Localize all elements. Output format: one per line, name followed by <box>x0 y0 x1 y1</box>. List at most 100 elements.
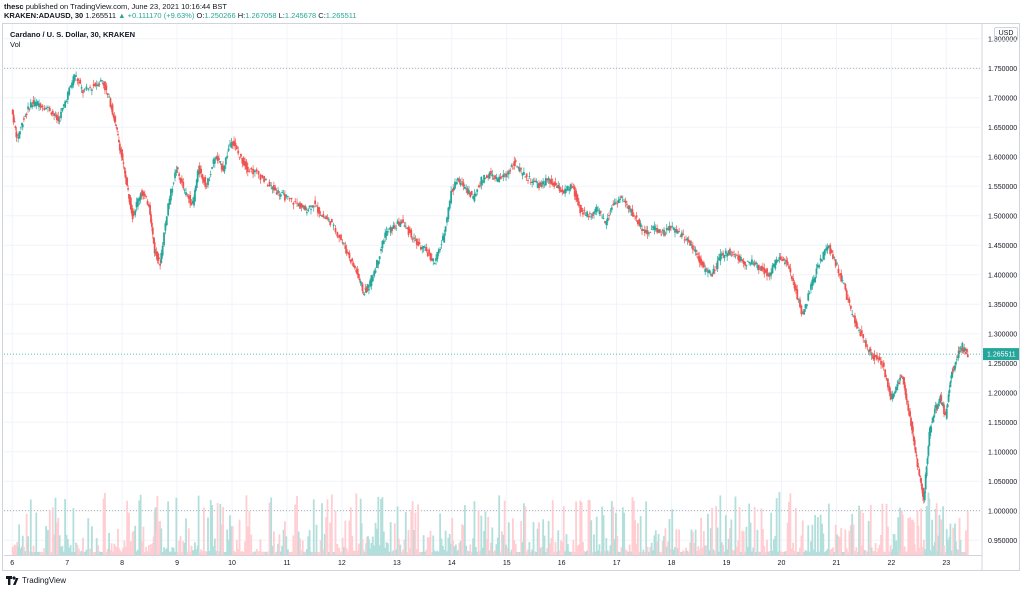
volume-bar <box>17 546 20 555</box>
volume-bar <box>83 551 86 555</box>
volume-bar <box>800 535 803 555</box>
candle-body <box>157 253 160 261</box>
volume-bar <box>933 548 935 555</box>
candle-body <box>660 234 663 236</box>
volume-bar <box>430 551 433 555</box>
volume-bar <box>797 551 800 555</box>
candle-body <box>694 249 697 253</box>
candle-body <box>658 229 661 233</box>
candle-body <box>847 298 849 300</box>
candle-body <box>382 240 385 245</box>
candle-body <box>742 260 745 264</box>
volume-bar <box>263 551 265 555</box>
candle-body <box>708 270 711 274</box>
candle-body <box>125 177 128 185</box>
candle-body <box>907 403 910 411</box>
candle-body <box>965 352 967 355</box>
candle-body <box>888 386 891 392</box>
volume-bar <box>231 526 234 555</box>
candle-body <box>731 251 734 253</box>
candle-body <box>549 179 551 184</box>
volume-bar <box>606 550 609 555</box>
candle-body <box>176 167 179 170</box>
volume-bar <box>786 522 789 555</box>
volume-bar <box>837 536 840 555</box>
candle-body <box>724 250 727 254</box>
volume-bar <box>248 511 251 555</box>
candle-body <box>264 178 267 181</box>
candle-body <box>612 204 615 206</box>
volume-bar <box>492 551 495 555</box>
candle-body <box>610 207 613 210</box>
volume-bar <box>60 546 62 555</box>
volume-bar <box>566 544 569 555</box>
volume-bar <box>284 521 286 555</box>
volume-bar <box>453 546 455 555</box>
volume-bar <box>389 522 392 555</box>
candle-body <box>61 107 64 111</box>
volume-bar <box>619 551 621 555</box>
candle-body <box>98 83 101 85</box>
candle-body <box>535 180 538 183</box>
candle-body <box>185 192 187 195</box>
candle-body <box>601 216 604 218</box>
candle-body <box>448 201 451 209</box>
y-tick-label: 1.550000 <box>988 184 1017 191</box>
candle-body <box>156 251 159 261</box>
volume-bar <box>261 551 264 555</box>
candle-body <box>340 234 342 240</box>
volume-bar <box>161 552 164 555</box>
candle-body <box>668 225 671 231</box>
volume-bar <box>958 517 961 555</box>
volume-bar <box>808 551 811 555</box>
volume-bar <box>664 528 667 555</box>
candle-body <box>218 158 220 160</box>
candle-body <box>718 257 720 261</box>
volume-bar <box>321 503 323 555</box>
volume-bar <box>158 521 161 555</box>
candle-body <box>168 198 171 205</box>
tradingview-brand[interactable]: TradingView <box>22 576 67 585</box>
candle-body <box>297 203 300 207</box>
volume-bar <box>773 539 775 555</box>
currency-button[interactable]: USD <box>994 27 1018 41</box>
candle-body <box>387 231 389 233</box>
volume-bar <box>132 531 135 555</box>
candle-body <box>248 171 251 172</box>
candle-body <box>716 260 719 269</box>
volume-bar <box>299 538 301 555</box>
candle-body <box>21 124 24 128</box>
candle-body <box>95 85 98 87</box>
candle-body <box>129 197 132 210</box>
volume-bar <box>367 536 369 555</box>
volume-bar <box>223 551 226 555</box>
candle-body <box>145 196 148 197</box>
chart-frame[interactable] <box>2 23 1020 571</box>
candle-body <box>200 168 203 174</box>
candle-body <box>901 377 904 380</box>
volume-bar <box>128 512 130 555</box>
candle-body <box>194 190 196 202</box>
candle-body <box>246 166 249 172</box>
volume-bar <box>871 551 874 555</box>
volume-bar <box>965 551 968 555</box>
candle-body <box>384 232 387 238</box>
volume-bar <box>153 512 156 555</box>
candle-body <box>880 360 882 365</box>
volume-bar <box>788 501 790 555</box>
volume-bar <box>510 549 513 555</box>
candle-body <box>560 189 562 193</box>
volume-bar <box>634 520 637 555</box>
candle-body <box>338 235 341 239</box>
tradingview-logo-icon[interactable] <box>6 575 20 586</box>
volume-bar <box>182 541 185 555</box>
candle-body <box>865 340 867 347</box>
candle-body <box>325 216 328 220</box>
candle-body <box>663 229 665 236</box>
volume-bar <box>686 550 689 555</box>
candle-body <box>952 369 955 372</box>
candle-body <box>393 225 396 228</box>
volume-bar <box>941 551 944 555</box>
candle-body <box>870 354 873 356</box>
